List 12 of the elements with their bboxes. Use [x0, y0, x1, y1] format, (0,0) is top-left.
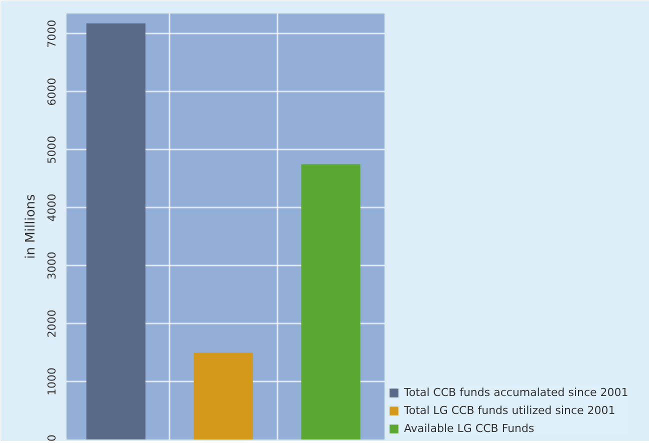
y-tick-label: 2000: [46, 310, 58, 338]
legend-label: Total LG CCB funds utilized since 2001: [404, 403, 616, 417]
y-tick-label: 7000: [46, 20, 58, 48]
y-axis-title: in Millions: [24, 194, 38, 259]
legend-label: Available LG CCB Funds: [404, 421, 534, 435]
y-tick-label: 5000: [46, 136, 58, 164]
y-tick-label: 1000: [46, 368, 58, 396]
y-tick-label: 4000: [46, 194, 58, 222]
legend-label: Total CCB funds accumalated since 2001: [404, 385, 628, 399]
y-tick-label: 6000: [46, 78, 58, 106]
y-tick-label: 0: [46, 434, 58, 442]
y-tick-label: 3000: [46, 252, 58, 280]
